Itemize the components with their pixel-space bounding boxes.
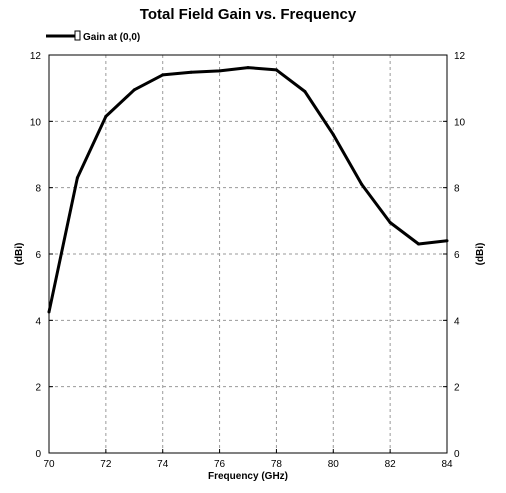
y-tick-label-left: 12 xyxy=(30,51,42,62)
y-tick-label-right: 10 xyxy=(454,117,466,128)
data-point xyxy=(75,176,79,180)
x-tick-label: 78 xyxy=(271,459,283,470)
series-layer xyxy=(47,66,449,314)
data-point xyxy=(161,73,165,77)
y-tick-label-right: 0 xyxy=(454,449,460,460)
x-tick-label: 84 xyxy=(441,459,453,470)
y-tick-label-left: 10 xyxy=(30,117,42,128)
y-tick-label-right: 4 xyxy=(454,316,460,327)
y-tick-label-right: 8 xyxy=(454,184,460,195)
y-tick-label-left: 4 xyxy=(35,316,41,327)
data-point xyxy=(274,68,278,72)
data-point xyxy=(331,133,335,137)
x-tick-label: 76 xyxy=(214,459,226,470)
legend: Gain at (0,0) xyxy=(46,30,140,43)
legend-label: Gain at (0,0) xyxy=(83,32,140,43)
data-point xyxy=(360,182,364,186)
y-axis-label-left: (dBi) xyxy=(14,243,25,266)
data-point xyxy=(47,310,51,314)
y-tick-label-left: 2 xyxy=(35,383,41,394)
series-line-0 xyxy=(47,66,448,313)
data-point xyxy=(218,69,222,73)
data-point xyxy=(246,66,250,70)
data-point xyxy=(388,220,392,224)
x-tick-label: 70 xyxy=(43,459,55,470)
data-point xyxy=(445,239,449,243)
chart-title: Total Field Gain vs. Frequency xyxy=(140,6,357,23)
y-tick-label-right: 12 xyxy=(454,51,466,62)
legend-marker xyxy=(74,30,81,41)
y-tick-label-right: 2 xyxy=(454,383,460,394)
x-tick-label: 82 xyxy=(385,459,397,470)
data-point xyxy=(189,70,193,74)
data-point xyxy=(132,88,136,92)
y-tick-label-left: 0 xyxy=(35,449,41,460)
y-tick-label-left: 6 xyxy=(35,250,41,261)
y-axis-label-right: (dBi) xyxy=(475,243,486,266)
data-point xyxy=(104,114,108,118)
y-tick-label-left: 8 xyxy=(35,184,41,195)
data-point xyxy=(417,242,421,246)
x-tick-label: 80 xyxy=(328,459,340,470)
data-point xyxy=(303,89,307,93)
y-tick-label-right: 6 xyxy=(454,250,460,261)
grid xyxy=(49,55,447,453)
x-tick-label: 74 xyxy=(157,459,169,470)
x-axis-label: Frequency (GHz) xyxy=(208,471,288,482)
x-tick-label: 72 xyxy=(100,459,112,470)
